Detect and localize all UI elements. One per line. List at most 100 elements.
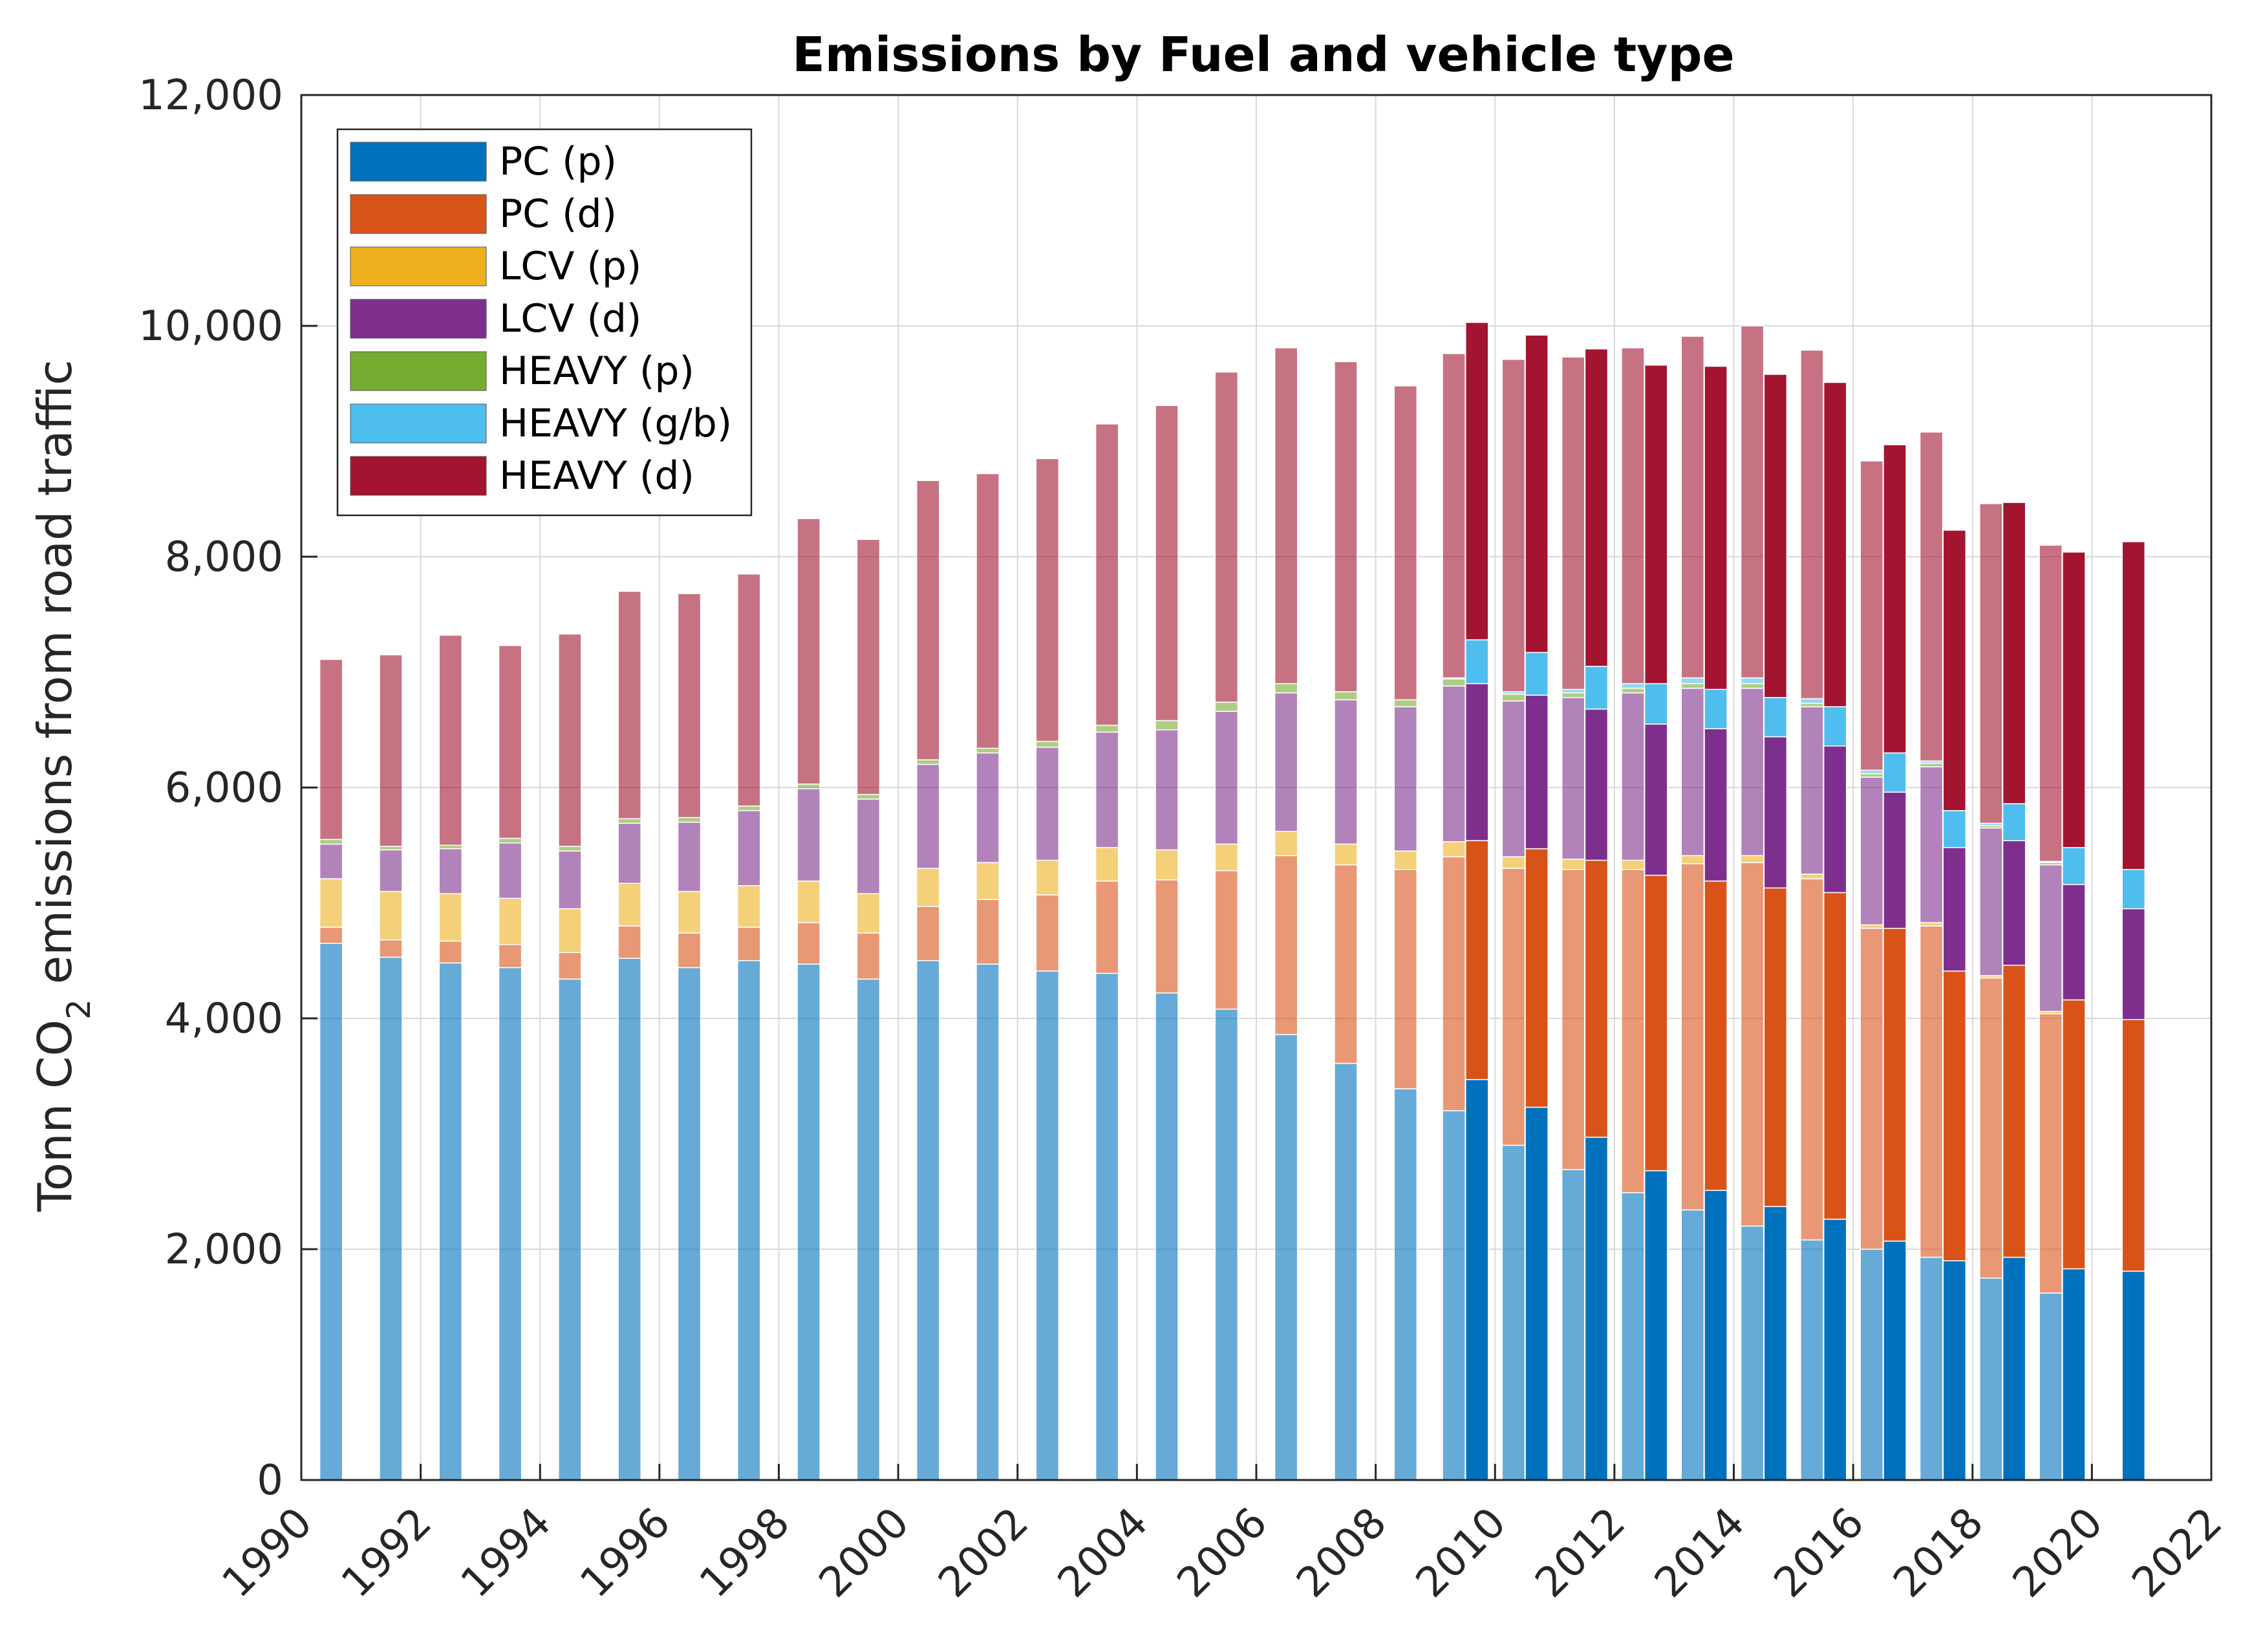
bar-segment	[379, 956, 403, 1481]
bar-segment	[319, 943, 343, 1481]
bar-segment	[319, 927, 343, 944]
bar-segment	[1800, 1239, 1824, 1481]
bar-segment	[2002, 840, 2026, 966]
bar-segment	[438, 848, 463, 894]
bar-segment	[737, 885, 761, 928]
bar-segment	[1035, 746, 1060, 861]
bar-segment	[1214, 711, 1239, 845]
bar-segment	[1442, 1110, 1466, 1481]
bar-segment	[677, 821, 702, 892]
bar-segment	[379, 939, 403, 958]
legend-label: LCV (d)	[499, 296, 641, 341]
bar-segment	[1644, 364, 1668, 685]
bar-segment	[617, 925, 642, 959]
bar-segment	[1501, 700, 1526, 857]
x-tick-label: 1996	[572, 1499, 680, 1607]
bar-segment	[1979, 827, 2003, 976]
bar-segment	[1334, 699, 1358, 845]
bar-segment	[2062, 847, 2086, 885]
bar-segment	[379, 654, 403, 847]
bar-segment	[2062, 884, 2086, 1001]
bar-segment	[1214, 371, 1239, 703]
x-tick-label: 2016	[1765, 1499, 1873, 1607]
bar-segment	[2121, 541, 2146, 870]
bar-segment	[498, 842, 522, 899]
bar-segment	[1465, 321, 1489, 641]
bar-segment	[1561, 689, 1585, 694]
bar-segment	[1501, 868, 1526, 1146]
bar-segment	[1525, 334, 1549, 653]
bar-segment	[1334, 691, 1358, 701]
bar-segment	[1393, 1088, 1418, 1481]
bar-segment	[1214, 702, 1239, 712]
bar-segment	[1035, 894, 1060, 972]
bar-segment	[1919, 762, 1944, 767]
bar-segment	[1979, 1277, 2003, 1481]
bar-segment	[617, 958, 642, 1481]
bar-segment	[1274, 347, 1298, 685]
bar-segment	[1561, 858, 1585, 870]
bar-segment	[1442, 685, 1466, 842]
bar-segment	[1919, 431, 1944, 762]
bar-segment	[1860, 460, 1884, 771]
bar-segment	[379, 846, 403, 851]
bar-segment	[1860, 773, 1884, 778]
bar-segment	[1680, 677, 1705, 685]
bar-segment	[1584, 665, 1609, 710]
bar-segment	[856, 893, 881, 934]
bar-segment	[1979, 977, 2003, 1279]
bar-segment	[2002, 502, 2026, 804]
bar-segment	[737, 805, 761, 811]
bar-segment	[1621, 692, 1645, 861]
bar-segment	[1214, 843, 1239, 872]
bar-segment	[1942, 971, 1967, 1261]
legend-swatch	[350, 403, 487, 444]
bar-segment	[1704, 689, 1728, 729]
bar-segment	[2002, 965, 2026, 1258]
bar-segment	[1919, 1256, 1944, 1481]
bar-segment	[737, 927, 761, 961]
y-axis-label-subscript: 2	[60, 999, 98, 1020]
bar-segment	[319, 843, 343, 879]
x-tick-label: 2018	[1885, 1499, 1993, 1607]
legend-swatch	[350, 299, 487, 339]
bar-segment	[1823, 892, 1847, 1220]
bar-segment	[976, 963, 1000, 1481]
bar-segment	[1680, 683, 1705, 689]
bar-segment	[976, 473, 1000, 749]
bar-segment	[916, 868, 940, 907]
bar-segment	[677, 890, 702, 934]
bar-segment	[1644, 724, 1668, 876]
bar-segment	[558, 633, 582, 847]
bar-segment	[1214, 1008, 1239, 1481]
bar-segment	[1155, 405, 1179, 722]
bar-segment	[797, 880, 820, 923]
bar-segment	[1860, 928, 1884, 1250]
bar-segment	[1621, 683, 1645, 689]
bar-segment	[2121, 908, 2146, 1020]
bar-segment	[856, 793, 881, 800]
bar-segment	[737, 960, 761, 1481]
bar-segment	[1860, 769, 1884, 775]
bar-segment	[558, 846, 582, 852]
bar-segment	[1860, 1249, 1884, 1481]
bars-layer	[319, 321, 2146, 1481]
x-tick-label: 2010	[1407, 1499, 1515, 1607]
bar-segment	[1644, 683, 1668, 725]
x-tick-label: 1990	[213, 1499, 321, 1607]
bar-segment	[1274, 855, 1298, 1035]
bar-segment	[797, 783, 820, 789]
bar-segment	[1800, 349, 1824, 700]
bar-segment	[1501, 359, 1526, 692]
legend-swatch	[350, 246, 487, 286]
bar-segment	[2062, 552, 2086, 848]
bar-segment	[2039, 1013, 2063, 1294]
bar-segment	[1883, 791, 1907, 929]
x-tick-label: 2004	[1049, 1499, 1157, 1607]
bar-segment	[797, 788, 820, 882]
bar-segment	[1979, 503, 2003, 824]
bar-segment	[976, 899, 1000, 965]
bar-segment	[1525, 652, 1549, 696]
